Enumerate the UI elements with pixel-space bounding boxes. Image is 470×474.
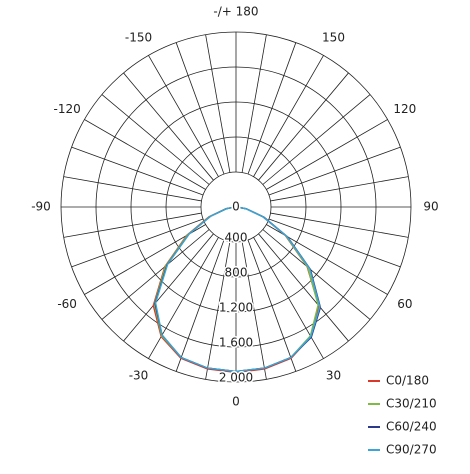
radial-label: 400 bbox=[225, 231, 248, 245]
legend-label: C0/180 bbox=[386, 374, 429, 388]
ring bbox=[60, 31, 412, 383]
legend-label: C60/240 bbox=[386, 420, 437, 434]
ring bbox=[130, 101, 342, 313]
angle-label: 120 bbox=[393, 102, 416, 116]
angle-label: -60 bbox=[57, 297, 77, 311]
radial-label: 2 000 bbox=[219, 371, 253, 385]
angle-label: -120 bbox=[54, 102, 81, 116]
angle-label: 150 bbox=[322, 31, 345, 45]
angle-label: -/+ 180 bbox=[213, 5, 258, 19]
angle-label: -150 bbox=[125, 31, 152, 45]
radial-label: 0 bbox=[232, 200, 240, 214]
curve bbox=[154, 206, 321, 373]
ring bbox=[95, 66, 377, 348]
angle-label: 60 bbox=[397, 297, 412, 311]
ring bbox=[200, 171, 272, 243]
radial-label: 800 bbox=[225, 266, 248, 280]
legend-label: C90/270 bbox=[386, 443, 437, 457]
angle-label: -30 bbox=[129, 368, 149, 382]
ring bbox=[165, 136, 307, 278]
angle-label: 30 bbox=[326, 368, 341, 382]
angle-label: 90 bbox=[423, 200, 438, 214]
legend-label: C30/210 bbox=[386, 397, 437, 411]
angle-label: -90 bbox=[31, 200, 51, 214]
angle-label: 0 bbox=[232, 395, 240, 409]
radial-label: 1 200 bbox=[219, 301, 253, 315]
radial-label: 1 600 bbox=[219, 336, 253, 350]
